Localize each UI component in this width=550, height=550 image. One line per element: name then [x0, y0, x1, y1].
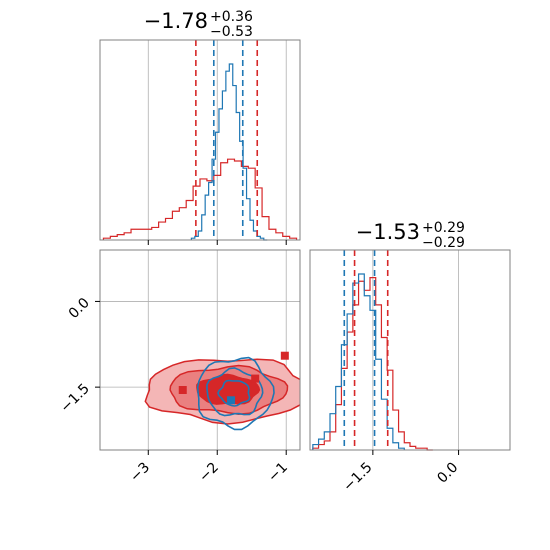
bottom-left-x-tick-label-0: −3 [127, 460, 153, 486]
top-left-title-main: −1.78 [144, 9, 208, 33]
histogram-series-blue [190, 63, 268, 241]
histogram-series-red [312, 277, 433, 451]
bottom-left-y-ticks: 0.0 −1.5 [57, 295, 100, 416]
bottom-left-frame [99, 249, 301, 451]
bottom-left-contour-panel: −3 −2 −1 0.0 −1.5 [57, 249, 301, 485]
bottom-right-histogram-panel: −1.5 0.0 −1.53 +0.29 −0.29 [309, 220, 511, 495]
blue-contour-0 [196, 356, 275, 431]
top-left-quantile-lines [195, 40, 259, 240]
marker-blue-3 [227, 396, 236, 405]
bottom-left-markers [178, 351, 289, 405]
marker-red-1 [251, 374, 260, 383]
bottom-right-series [312, 273, 433, 451]
bottom-left-y-tick-label-0: 0.0 [66, 295, 93, 322]
top-left-ticks [147, 240, 287, 245]
bottom-left-x-ticks: −3 −2 −1 [127, 450, 291, 485]
bottom-right-frame [309, 249, 511, 451]
bottom-right-grid [372, 250, 459, 450]
bottom-right-x-tick-label-1: 0.0 [434, 460, 461, 487]
bottom-left-grid [100, 250, 300, 450]
bottom-right-title-sub: −0.29 [422, 235, 465, 251]
histogram-series-red [102, 158, 298, 240]
bottom-right-x-tick-label-0: −1.5 [340, 460, 375, 495]
bottom-right-x-ticks: −1.5 0.0 [340, 450, 461, 495]
bottom-left-x-tick-label-1: −2 [196, 460, 222, 486]
top-left-series [102, 63, 298, 241]
marker-red-2 [280, 351, 289, 360]
blue-contour-1 [206, 367, 264, 417]
bottom-left-contours [144, 356, 300, 431]
top-left-histogram-panel: −1.78 +0.36 −0.53 [99, 9, 301, 245]
bottom-right-title-sup: +0.29 [422, 220, 465, 236]
bottom-right-title-main: −1.53 [356, 220, 420, 244]
bottom-left-y-tick-label-1: −1.5 [57, 381, 92, 416]
top-left-title-sup: +0.36 [210, 9, 253, 25]
bottom-left-x-tick-label-2: −1 [265, 460, 291, 486]
histogram-series-blue [312, 273, 405, 450]
marker-red-0 [178, 386, 187, 394]
top-left-title-sub: −0.53 [210, 24, 253, 40]
top-left-grid [147, 40, 287, 240]
top-left-frame [99, 39, 301, 241]
bottom-right-quantile-lines [343, 250, 389, 450]
blue-contour-2 [217, 379, 251, 407]
